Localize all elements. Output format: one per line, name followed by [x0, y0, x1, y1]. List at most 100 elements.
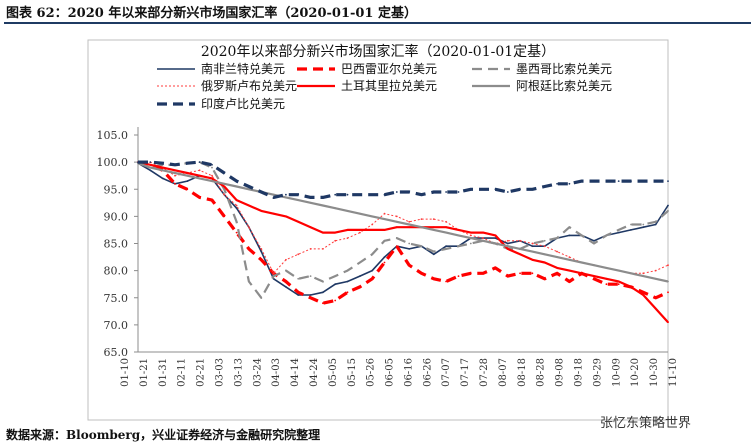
- data-point: [248, 280, 250, 283]
- data-point: [346, 210, 349, 212]
- data-point: [334, 299, 337, 302]
- data-point: [642, 272, 645, 275]
- x-tick-label: 10-09: [611, 358, 622, 387]
- data-point: [235, 207, 238, 210]
- data-point: [605, 283, 608, 286]
- data-point: [593, 239, 595, 242]
- series-line-3: [138, 161, 669, 274]
- data-point: [260, 250, 263, 253]
- data-point: [383, 229, 386, 231]
- data-point: [371, 215, 374, 218]
- data-point: [605, 267, 608, 269]
- data-point: [630, 180, 632, 183]
- data-point: [617, 269, 620, 272]
- data-point: [642, 226, 645, 229]
- data-point: [667, 321, 669, 324]
- data-point: [186, 172, 189, 174]
- data-point: [260, 191, 263, 193]
- x-tick-label: 11-10: [668, 358, 679, 387]
- data-point: [630, 286, 632, 288]
- data-point: [322, 291, 324, 294]
- data-point: [346, 229, 349, 231]
- data-point: [469, 237, 472, 240]
- data-point: [161, 177, 164, 180]
- data-point: [457, 191, 460, 193]
- data-point: [593, 277, 595, 280]
- data-point: [543, 239, 546, 242]
- data-point: [617, 180, 620, 183]
- data-point: [432, 253, 435, 256]
- data-point: [285, 286, 287, 288]
- data-point: [174, 169, 176, 172]
- x-tick-label: 07-17: [460, 358, 471, 387]
- x-tick-label: 09-18: [574, 358, 585, 387]
- data-point: [593, 275, 595, 277]
- data-point: [494, 237, 497, 240]
- data-point: [211, 177, 213, 180]
- data-point: [334, 239, 337, 242]
- x-tick-label: 02-21: [196, 358, 207, 387]
- data-point: [383, 212, 386, 215]
- data-point: [334, 283, 337, 286]
- data-point: [248, 204, 250, 207]
- data-point: [432, 277, 435, 280]
- data-point: [309, 296, 312, 299]
- data-point: [395, 237, 398, 240]
- data-point: [568, 182, 571, 185]
- chart-title: 2020年以来部分新兴市场国家汇率（2020-01-01定基）: [201, 43, 555, 60]
- y-axis: 105.0 100.0 95.0 90.0 85.0 80.0 75.0 70.0 65.0: [97, 127, 139, 359]
- data-point: [371, 253, 374, 256]
- x-tick-label: 01-31: [158, 358, 169, 387]
- x-tick-label: 05-26: [366, 358, 377, 387]
- data-point: [235, 220, 238, 223]
- x-tick-label: 10-20: [630, 358, 641, 387]
- data-point: [568, 269, 571, 272]
- data-point: [408, 223, 411, 226]
- x-tick-label: 09-08: [555, 358, 566, 387]
- data-point: [568, 280, 571, 283]
- data-point: [346, 269, 349, 272]
- data-point: [519, 188, 521, 191]
- x-axis: 01-10 01-21 01-31 02-11 02-21 03-03 03-13 03-24…: [120, 351, 679, 387]
- data-point: [260, 258, 263, 261]
- x-tick-label: 07-07: [441, 358, 452, 387]
- data-point: [322, 248, 324, 250]
- data-point: [667, 264, 669, 267]
- data-point: [482, 231, 484, 234]
- x-tick-label: 02-11: [177, 358, 188, 387]
- data-point: [408, 226, 411, 229]
- data-point: [408, 220, 411, 223]
- data-point: [469, 234, 472, 237]
- data-point: [186, 162, 189, 165]
- x-tick-label: 04-03: [271, 358, 282, 387]
- data-point: [667, 291, 669, 294]
- data-point: [445, 280, 447, 283]
- data-point: [593, 180, 595, 183]
- data-point: [543, 277, 546, 280]
- data-point: [432, 229, 435, 231]
- caption-divider: [4, 22, 751, 24]
- data-point: [395, 191, 398, 193]
- data-point: [223, 172, 226, 174]
- data-point: [667, 280, 669, 283]
- data-point: [556, 256, 558, 258]
- data-point: [309, 294, 312, 296]
- y-tick-label: 95.0: [104, 183, 129, 196]
- data-point: [383, 239, 386, 242]
- x-tick-label: 03-24: [252, 358, 263, 387]
- data-point: [457, 245, 460, 248]
- x-tick-label: 06-05: [385, 358, 396, 387]
- data-point: [297, 220, 300, 223]
- data-point: [359, 229, 361, 231]
- data-point: [395, 215, 398, 218]
- series-line-6: [138, 160, 668, 199]
- data-point: [408, 264, 411, 267]
- data-point: [593, 242, 595, 245]
- data-point: [519, 272, 521, 275]
- data-point: [359, 275, 361, 277]
- data-point: [322, 280, 324, 283]
- data-point: [617, 231, 620, 234]
- data-point: [667, 210, 669, 212]
- data-point: [654, 277, 657, 280]
